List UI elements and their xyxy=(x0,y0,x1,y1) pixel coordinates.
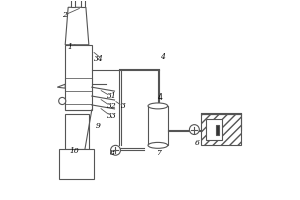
Text: 31: 31 xyxy=(107,92,116,100)
Circle shape xyxy=(59,97,66,105)
FancyBboxPatch shape xyxy=(201,114,241,145)
FancyBboxPatch shape xyxy=(71,0,75,7)
Text: 6: 6 xyxy=(195,139,200,147)
Circle shape xyxy=(189,125,199,135)
Text: 34: 34 xyxy=(94,55,104,63)
Text: 10: 10 xyxy=(69,147,79,155)
Text: 1: 1 xyxy=(68,43,73,51)
Ellipse shape xyxy=(148,103,168,109)
FancyBboxPatch shape xyxy=(65,114,89,149)
Text: 7: 7 xyxy=(156,149,161,157)
Text: 4: 4 xyxy=(160,53,165,61)
FancyBboxPatch shape xyxy=(148,106,168,145)
FancyBboxPatch shape xyxy=(59,149,94,179)
Text: 8: 8 xyxy=(110,149,115,157)
FancyBboxPatch shape xyxy=(206,119,222,140)
Text: 9: 9 xyxy=(95,122,100,130)
FancyBboxPatch shape xyxy=(216,125,219,135)
Ellipse shape xyxy=(148,142,168,148)
FancyBboxPatch shape xyxy=(81,0,85,7)
FancyBboxPatch shape xyxy=(65,45,92,110)
Text: 2: 2 xyxy=(62,11,67,19)
Circle shape xyxy=(111,145,120,155)
Polygon shape xyxy=(57,84,65,88)
Text: 32: 32 xyxy=(107,102,116,110)
Text: 33: 33 xyxy=(107,112,116,120)
Text: 4: 4 xyxy=(158,93,163,102)
Polygon shape xyxy=(65,7,89,45)
Text: 3: 3 xyxy=(121,102,126,110)
